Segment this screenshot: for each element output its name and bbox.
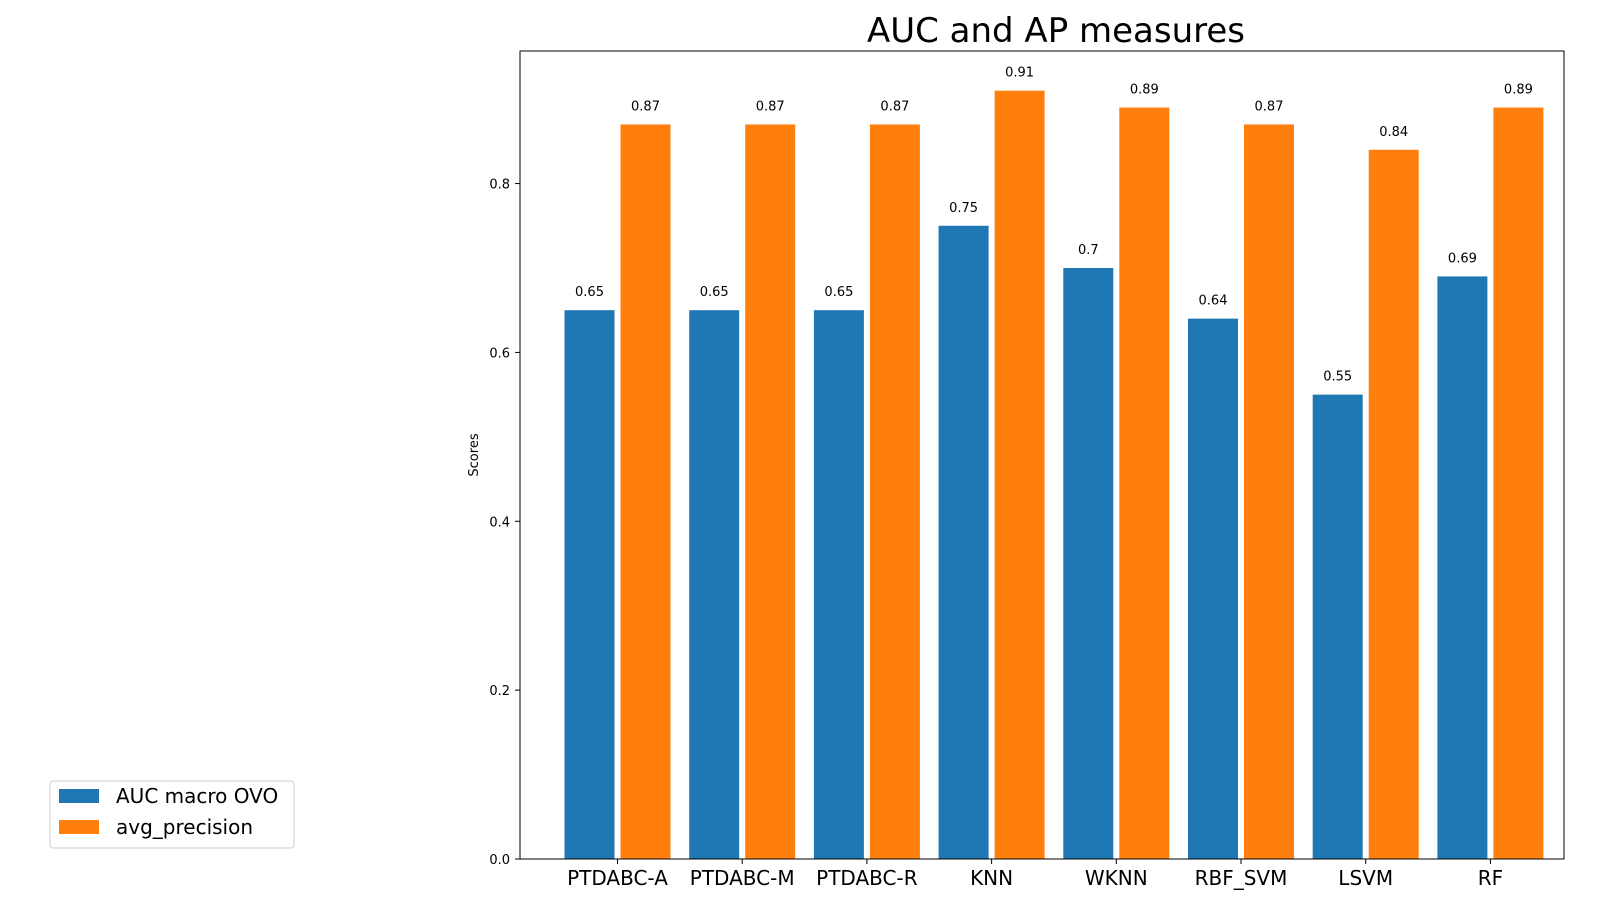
value-label-auc-ptdabc-r: 0.65 — [824, 285, 853, 300]
x-tick-label-rbf_svm: RBF_SVM — [1195, 866, 1288, 890]
bar-avg-precision-ptdabc-r — [869, 124, 920, 860]
y-tick-label: 0.4 — [489, 515, 510, 530]
bar-auc-ptdabc-r — [813, 310, 864, 859]
legend-label-auc: AUC macro OVO — [116, 784, 278, 808]
legend-label-avg-precision: avg_precision — [116, 815, 253, 839]
legend: AUC macro OVO avg_precision — [49, 780, 295, 849]
y-tick-label: 0.0 — [489, 853, 510, 868]
y-tick-label: 0.8 — [489, 178, 510, 193]
bar-auc-knn — [938, 225, 989, 859]
value-label-auc-wknn: 0.7 — [1078, 243, 1099, 258]
value-label-avg-precision-ptdabc-r: 0.87 — [880, 99, 909, 114]
legend-swatch-auc — [59, 789, 99, 803]
bar-avg-precision-ptdabc-m — [745, 124, 796, 860]
value-label-avg-precision-wknn: 0.89 — [1130, 83, 1159, 98]
x-tick-label-wknn: WKNN — [1085, 866, 1148, 890]
value-label-avg-precision-rf: 0.89 — [1504, 83, 1533, 98]
x-tick-label-ptdabc-r: PTDABC-R — [816, 866, 918, 890]
x-tick-label-rf: RF — [1478, 866, 1503, 890]
y-axis: 0.0 0.2 0.4 0.6 0.8 — [489, 178, 520, 868]
value-label-auc-ptdabc-a: 0.65 — [575, 285, 604, 300]
y-axis-label: Scores — [467, 433, 482, 476]
bar-auc-ptdabc-a — [564, 310, 615, 859]
x-tick-label-lsvm: LSVM — [1338, 866, 1393, 890]
bar-avg-precision-lsvm — [1368, 149, 1419, 859]
bar-avg-precision-ptdabc-a — [620, 124, 671, 860]
value-labels-layer: 0.65 0.87 0.65 0.87 0.65 0.87 0.75 0.91 0.7 0.89 0… — [575, 66, 1533, 385]
value-label-avg-precision-ptdabc-m: 0.87 — [756, 99, 785, 114]
value-label-auc-rf: 0.69 — [1448, 251, 1477, 266]
legend-swatch-avg-precision — [59, 820, 99, 834]
value-label-auc-knn: 0.75 — [949, 201, 978, 216]
chart-title: AUC and AP measures — [867, 11, 1245, 51]
legend-box — [49, 780, 295, 849]
value-label-auc-ptdabc-m: 0.65 — [700, 285, 729, 300]
bar-avg-precision-knn — [994, 90, 1045, 859]
x-tick-label-ptdabc-m: PTDABC-M — [690, 866, 795, 890]
x-tick-label-knn: KNN — [970, 866, 1013, 890]
bar-auc-rbf_svm — [1188, 318, 1238, 859]
bar-auc-lsvm — [1312, 394, 1363, 859]
value-label-avg-precision-ptdabc-a: 0.87 — [631, 99, 660, 114]
y-tick-label: 0.6 — [489, 346, 510, 361]
value-label-auc-rbf_svm: 0.64 — [1199, 294, 1228, 309]
bar-auc-ptdabc-m — [689, 310, 740, 859]
x-tick-label-ptdabc-a: PTDABC-A — [567, 866, 668, 890]
y-tick-label: 0.2 — [489, 684, 510, 699]
bars-layer — [564, 90, 1544, 860]
bar-auc-rf — [1437, 276, 1488, 860]
plot-frame — [519, 50, 1565, 860]
bar-auc-wknn — [1063, 267, 1114, 859]
bar-avg-precision-wknn — [1119, 107, 1170, 860]
value-label-avg-precision-rbf_svm: 0.87 — [1255, 99, 1284, 114]
value-label-auc-lsvm: 0.55 — [1323, 370, 1352, 385]
bar-avg-precision-rf — [1493, 107, 1544, 860]
x-axis: PTDABC-A PTDABC-M PTDABC-R KNN WKNN RBF_SVM LS… — [567, 859, 1503, 890]
bar-avg-precision-rbf_svm — [1244, 124, 1294, 860]
value-label-avg-precision-lsvm: 0.84 — [1379, 125, 1408, 140]
value-label-avg-precision-knn: 0.91 — [1005, 66, 1034, 81]
